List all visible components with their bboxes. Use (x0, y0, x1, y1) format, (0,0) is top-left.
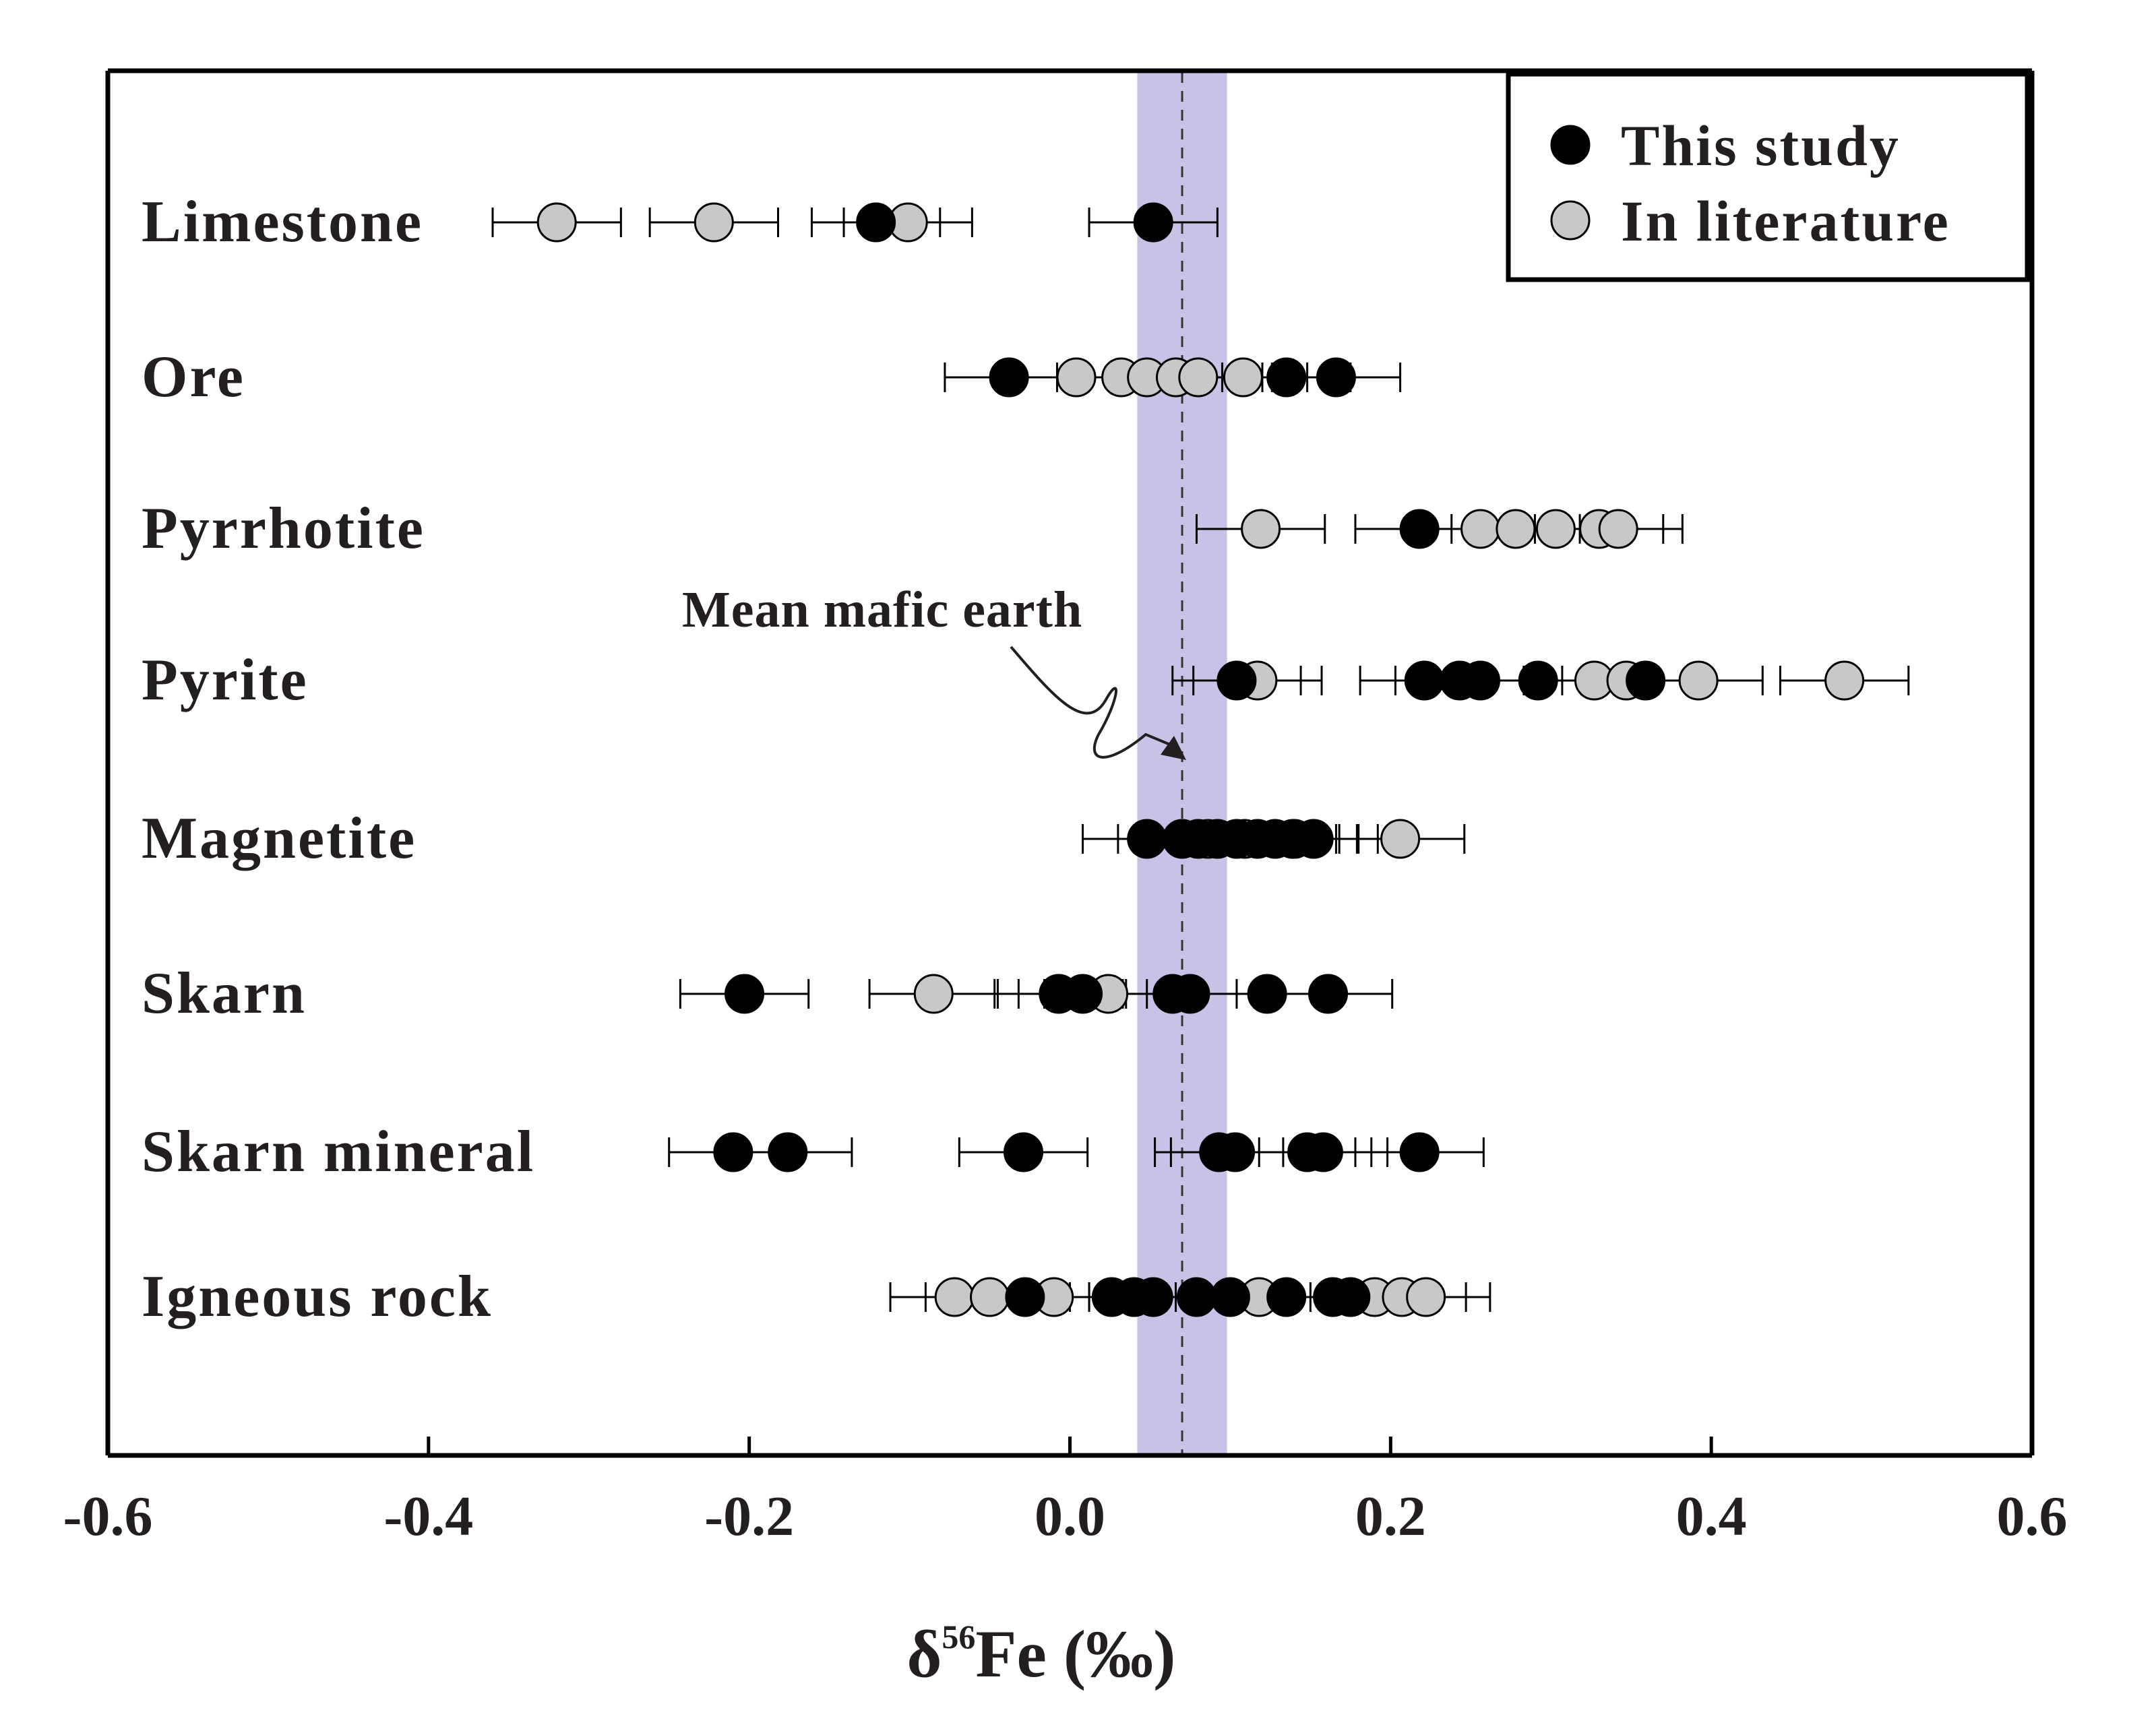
x-axis-title: δ56Fe (‰) (907, 1616, 1176, 1691)
legend-marker-this-study (1550, 125, 1591, 165)
point-in-literature-skarn-0 (913, 974, 954, 1014)
point-this-study-pyrite-3 (1460, 660, 1501, 701)
point-this-study-skarn-2 (1063, 974, 1103, 1014)
point-this-study-skarn-0 (725, 974, 765, 1014)
x-axis-title-element: Fe (975, 1616, 1063, 1691)
point-in-literature-pyrrhotite-0 (1241, 509, 1281, 549)
point-in-literature-pyrite-3 (1678, 660, 1719, 701)
point-this-study-magnetite-0 (1127, 819, 1167, 859)
point-in-literature-limestone-0 (536, 202, 577, 243)
legend-marker-in-literature (1550, 200, 1591, 241)
point-this-study-skarn-mineral-4 (1215, 1132, 1256, 1172)
point-this-study-pyrite-1 (1404, 660, 1444, 701)
x-axis-title-symbol: δ (907, 1616, 942, 1691)
marker-layer (536, 202, 1865, 1317)
point-in-literature-pyrite-4 (1824, 660, 1865, 701)
point-this-study-pyrite-0 (1216, 660, 1257, 701)
legend-label-this-study: This study (1621, 113, 1901, 178)
category-label-pyrrhotite: Pyrrhotite (142, 496, 425, 561)
category-label-igneous-rock: Igneous rock (142, 1264, 493, 1329)
point-in-literature-pyrrhotite-5 (1598, 509, 1638, 549)
x-tick-label: 0.0 (1035, 1485, 1105, 1548)
category-label-pyrite: Pyrite (142, 648, 309, 713)
point-this-study-igneous-rock-3 (1133, 1277, 1173, 1317)
point-this-study-igneous-rock-5 (1210, 1277, 1250, 1317)
point-this-study-igneous-rock-4 (1176, 1277, 1216, 1317)
mafic-earth-label: Mean mafic earth (682, 581, 1082, 638)
point-in-literature-igneous-rock-1 (970, 1277, 1010, 1317)
point-this-study-skarn-mineral-0 (713, 1132, 753, 1172)
point-this-study-skarn-5 (1247, 974, 1287, 1014)
x-axis-title-superscript: 56 (942, 1618, 975, 1656)
point-this-study-ore-0 (989, 357, 1029, 398)
x-axis-title-unit: (‰) (1064, 1616, 1176, 1691)
point-in-literature-pyrrhotite-1 (1460, 509, 1501, 549)
category-label-ore: Ore (142, 344, 245, 410)
legend-box (1506, 71, 2030, 282)
point-this-study-limestone-0 (856, 202, 896, 243)
point-this-study-pyrite-4 (1518, 660, 1558, 701)
mafic-earth-arrow (1010, 646, 1179, 759)
point-in-literature-ore-4 (1178, 357, 1219, 398)
category-label-magnetite: Magnetite (142, 806, 417, 871)
point-this-study-ore-1 (1266, 357, 1307, 398)
point-this-study-skarn-4 (1170, 974, 1210, 1014)
band-layer (1137, 71, 1227, 1455)
point-in-literature-igneous-rock-0 (934, 1277, 975, 1317)
point-in-literature-ore-0 (1056, 357, 1097, 398)
category-label-limestone: Limestone (142, 189, 423, 255)
x-tick-label: -0.2 (704, 1485, 794, 1548)
point-this-study-limestone-1 (1133, 202, 1173, 243)
point-in-literature-magnetite-3 (1380, 819, 1421, 859)
point-this-study-skarn-mineral-7 (1399, 1132, 1440, 1172)
point-this-study-igneous-rock-6 (1266, 1277, 1307, 1317)
x-tick-label: 0.2 (1355, 1485, 1426, 1548)
point-this-study-skarn-6 (1308, 974, 1349, 1014)
x-tick-label: -0.6 (63, 1485, 153, 1548)
legend-label-in-literature: In literature (1621, 189, 1950, 253)
point-this-study-pyrrhotite-0 (1399, 509, 1440, 549)
point-in-literature-limestone-1 (694, 202, 734, 243)
point-this-study-ore-2 (1316, 357, 1356, 398)
point-this-study-skarn-mineral-6 (1303, 1132, 1343, 1172)
point-in-literature-pyrrhotite-2 (1496, 509, 1536, 549)
point-this-study-skarn-mineral-2 (1004, 1132, 1044, 1172)
label-layer: -0.6 -0.4 -0.2 0.0 0.2 0.4 0.6 Limestone Ore Pyrr… (63, 189, 2068, 1691)
category-label-skarn: Skarn (142, 961, 307, 1026)
category-label-skarn-mineral: Skarn mineral (142, 1119, 535, 1185)
point-this-study-magnetite-8 (1293, 819, 1334, 859)
legend-layer: This study In literature (1506, 71, 2030, 282)
x-tick-label: 0.6 (1997, 1485, 2068, 1548)
x-tick-label: -0.4 (383, 1485, 473, 1548)
mafic-earth-arrowhead (1161, 736, 1186, 760)
point-this-study-igneous-rock-0 (1005, 1277, 1045, 1317)
point-this-study-skarn-mineral-1 (768, 1132, 808, 1172)
point-in-literature-ore-5 (1223, 357, 1263, 398)
x-tick-label: 0.4 (1676, 1485, 1747, 1548)
frame-layer (105, 68, 2035, 1458)
point-in-literature-igneous-rock-6 (1406, 1277, 1446, 1317)
point-in-literature-pyrrhotite-3 (1535, 509, 1576, 549)
point-this-study-igneous-rock-8 (1330, 1277, 1371, 1317)
point-this-study-pyrite-5 (1626, 660, 1666, 701)
